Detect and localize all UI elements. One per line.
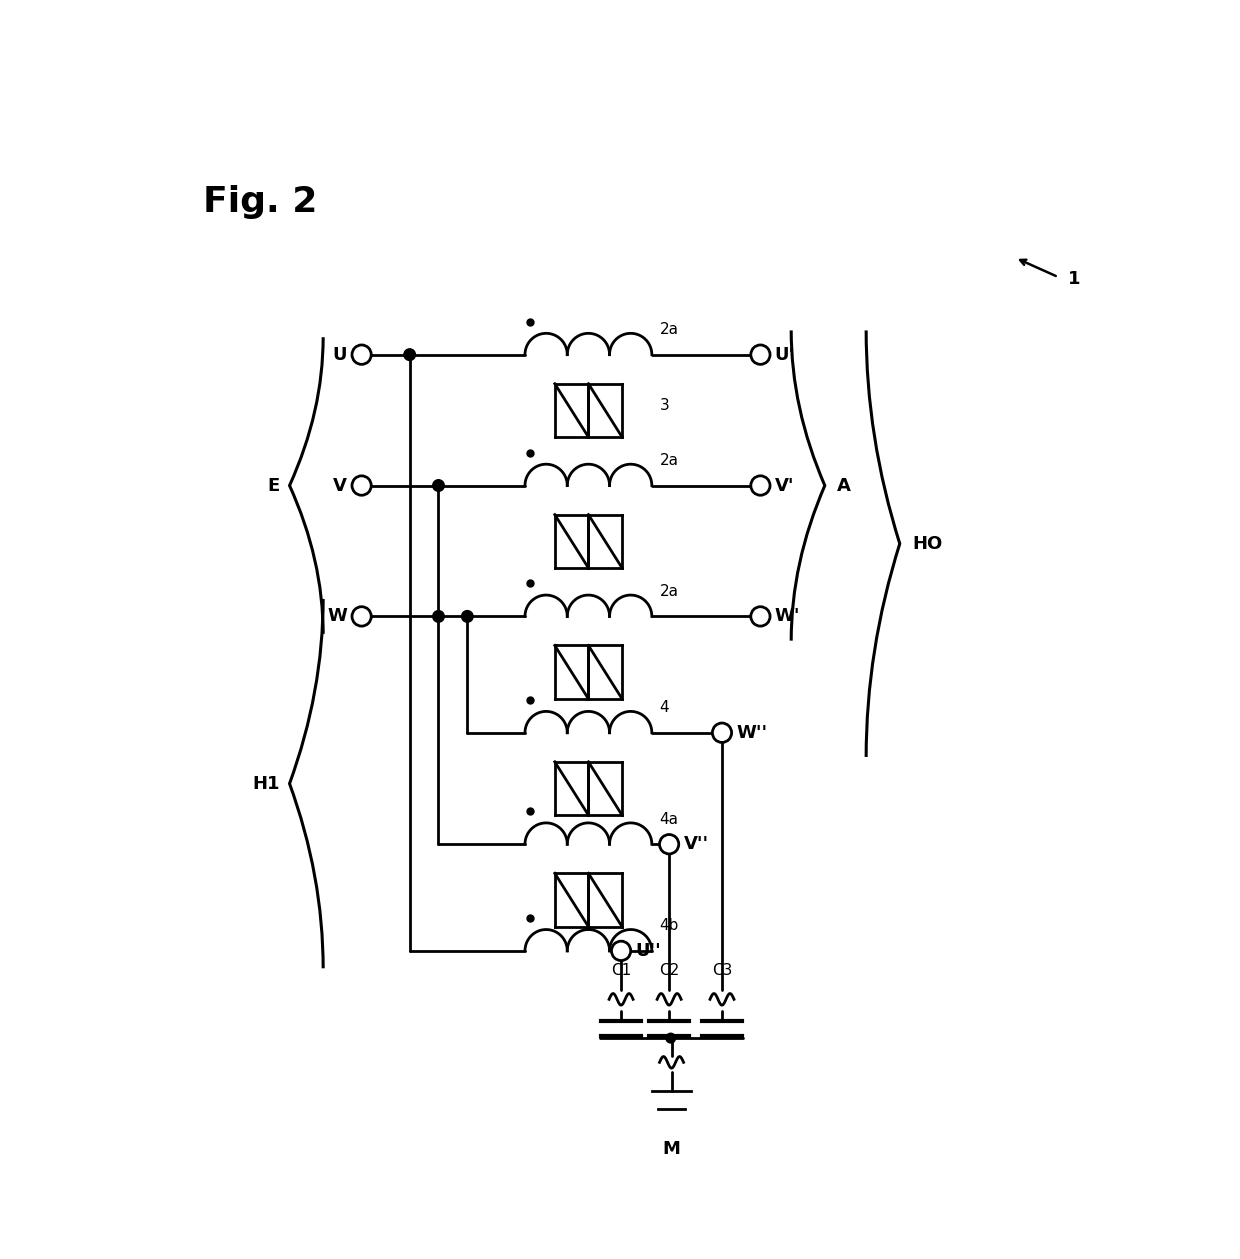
Text: W': W' <box>775 607 800 626</box>
Text: W: W <box>327 607 347 626</box>
Circle shape <box>461 611 474 622</box>
Text: H1: H1 <box>253 774 280 793</box>
Circle shape <box>433 480 444 491</box>
Text: V': V' <box>775 477 795 495</box>
Text: 4a: 4a <box>660 812 678 827</box>
Text: 1: 1 <box>1068 269 1080 288</box>
Circle shape <box>750 607 770 626</box>
Text: 4b: 4b <box>660 918 680 933</box>
Circle shape <box>750 476 770 495</box>
Circle shape <box>666 1034 676 1042</box>
Circle shape <box>750 345 770 364</box>
Text: 3: 3 <box>660 398 670 413</box>
Text: C2: C2 <box>658 963 680 978</box>
Text: V: V <box>334 477 347 495</box>
Text: A: A <box>837 477 851 495</box>
Text: C1: C1 <box>611 963 631 978</box>
Circle shape <box>433 611 444 622</box>
Text: U'': U'' <box>635 942 661 959</box>
Circle shape <box>660 835 678 854</box>
Text: 2a: 2a <box>660 453 678 468</box>
Text: W'': W'' <box>737 724 768 742</box>
Circle shape <box>611 942 631 961</box>
Text: M: M <box>662 1139 681 1158</box>
Text: C3: C3 <box>712 963 732 978</box>
Circle shape <box>352 476 371 495</box>
Text: E: E <box>268 477 280 495</box>
Circle shape <box>352 607 371 626</box>
Text: 4: 4 <box>660 700 670 715</box>
Circle shape <box>352 345 371 364</box>
Text: 2a: 2a <box>660 584 678 599</box>
Text: Fig. 2: Fig. 2 <box>203 185 317 219</box>
Text: 2a: 2a <box>660 322 678 337</box>
Text: U: U <box>332 346 347 364</box>
Circle shape <box>404 349 415 360</box>
Text: V'': V'' <box>683 835 709 854</box>
Text: U': U' <box>775 346 795 364</box>
Circle shape <box>712 723 732 743</box>
Text: HO: HO <box>913 535 942 553</box>
